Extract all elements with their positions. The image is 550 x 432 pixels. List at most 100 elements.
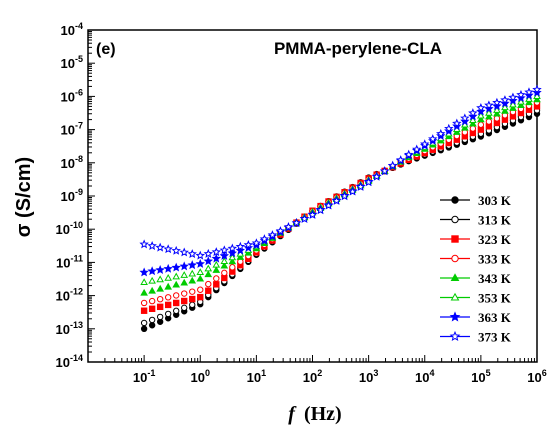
data-point xyxy=(363,177,374,187)
legend-label: 363 K xyxy=(478,310,512,325)
data-point xyxy=(469,116,477,123)
data-point xyxy=(469,119,477,127)
data-point xyxy=(172,307,180,315)
legend-item: 343 K xyxy=(440,271,512,286)
data-point xyxy=(211,253,221,263)
data-point xyxy=(140,278,148,286)
data-point xyxy=(468,108,478,118)
x-axis-title: f (Hz) xyxy=(288,403,341,425)
data-point xyxy=(180,271,189,278)
data-point xyxy=(484,103,494,113)
legend-label: 343 K xyxy=(478,271,512,286)
data-point xyxy=(148,276,156,284)
data-point xyxy=(532,87,542,97)
x-tick-label: 102 xyxy=(303,368,322,385)
data-point xyxy=(331,195,342,205)
data-point xyxy=(172,272,181,280)
x-axis-title-unit: (Hz) xyxy=(304,403,342,425)
x-tick-label: 100 xyxy=(191,368,210,385)
data-point xyxy=(267,230,278,240)
data-point xyxy=(524,87,534,97)
data-point xyxy=(140,288,148,296)
data-point xyxy=(299,213,310,223)
data-point xyxy=(412,144,422,154)
data-point xyxy=(485,118,493,125)
data-point xyxy=(525,95,533,102)
legend-marker xyxy=(449,311,461,322)
data-point xyxy=(187,260,197,270)
data-point xyxy=(148,297,156,305)
data-point xyxy=(180,278,189,286)
data-point xyxy=(197,293,204,301)
data-point xyxy=(188,269,197,277)
data-point xyxy=(204,270,213,278)
data-point xyxy=(148,286,156,294)
legend-item: 303 K xyxy=(440,193,512,208)
data-point xyxy=(220,257,229,264)
data-point xyxy=(172,280,181,288)
data-point xyxy=(476,106,486,116)
data-point xyxy=(339,191,350,201)
legend-item: 353 K xyxy=(440,291,512,306)
data-point xyxy=(139,239,149,249)
data-point xyxy=(508,95,518,105)
data-point xyxy=(347,186,358,196)
data-point xyxy=(139,267,149,277)
data-point xyxy=(187,249,197,259)
data-point xyxy=(140,325,148,332)
y-axis-title: σ (S/cm) xyxy=(13,157,35,237)
plot-area: 10-1 100 101 102 103 104 105 106 10-1410-1310-1… xyxy=(56,21,547,385)
y-tick-label: 10-9 xyxy=(61,187,83,204)
data-point xyxy=(189,301,196,309)
legend-marker xyxy=(449,330,461,342)
series-layer xyxy=(139,84,542,332)
legend-marker xyxy=(451,196,459,204)
y-tick-label: 10-8 xyxy=(61,154,83,171)
data-point xyxy=(404,149,414,159)
x-tick-label: 103 xyxy=(359,368,378,385)
data-point xyxy=(379,166,390,176)
legend-marker xyxy=(451,235,459,243)
data-point xyxy=(228,257,237,265)
legend-marker xyxy=(451,215,459,224)
data-point xyxy=(164,273,173,281)
data-point xyxy=(156,295,164,303)
data-point xyxy=(355,181,366,191)
y-tick-label: 10-11 xyxy=(56,253,83,270)
data-point xyxy=(172,299,180,307)
data-point xyxy=(189,295,196,303)
data-point xyxy=(213,275,220,282)
data-point xyxy=(509,100,517,108)
x-axis-title-variable: f xyxy=(288,403,297,425)
data-point xyxy=(532,84,542,94)
legend-label: 313 K xyxy=(478,213,512,228)
data-point xyxy=(484,100,494,110)
data-point xyxy=(179,261,189,271)
chart-title: PMMA-perylene-CLA xyxy=(274,39,442,58)
data-point xyxy=(235,241,246,251)
data-point xyxy=(155,242,165,252)
data-point xyxy=(420,139,430,149)
panel-label: (e) xyxy=(96,41,116,58)
data-point xyxy=(156,284,164,292)
y-tick-label: 10-10 xyxy=(56,220,83,237)
data-point xyxy=(189,288,196,295)
y-tick-label: 10-13 xyxy=(56,320,83,337)
data-point xyxy=(195,258,205,268)
data-point xyxy=(227,243,238,253)
data-point xyxy=(436,128,446,138)
data-point xyxy=(493,109,501,117)
y-tick-label: 10-6 xyxy=(61,87,83,104)
x-tick-label: 105 xyxy=(471,368,490,385)
data-point xyxy=(155,265,165,274)
data-point xyxy=(460,116,470,126)
data-point xyxy=(164,282,173,290)
data-point xyxy=(147,266,157,276)
data-point xyxy=(501,106,509,114)
data-point xyxy=(148,316,156,324)
data-point xyxy=(500,95,510,105)
x-axis: 10-1 100 101 102 103 104 105 106 xyxy=(87,355,547,385)
data-point xyxy=(147,240,157,250)
series-373-K xyxy=(139,84,542,260)
